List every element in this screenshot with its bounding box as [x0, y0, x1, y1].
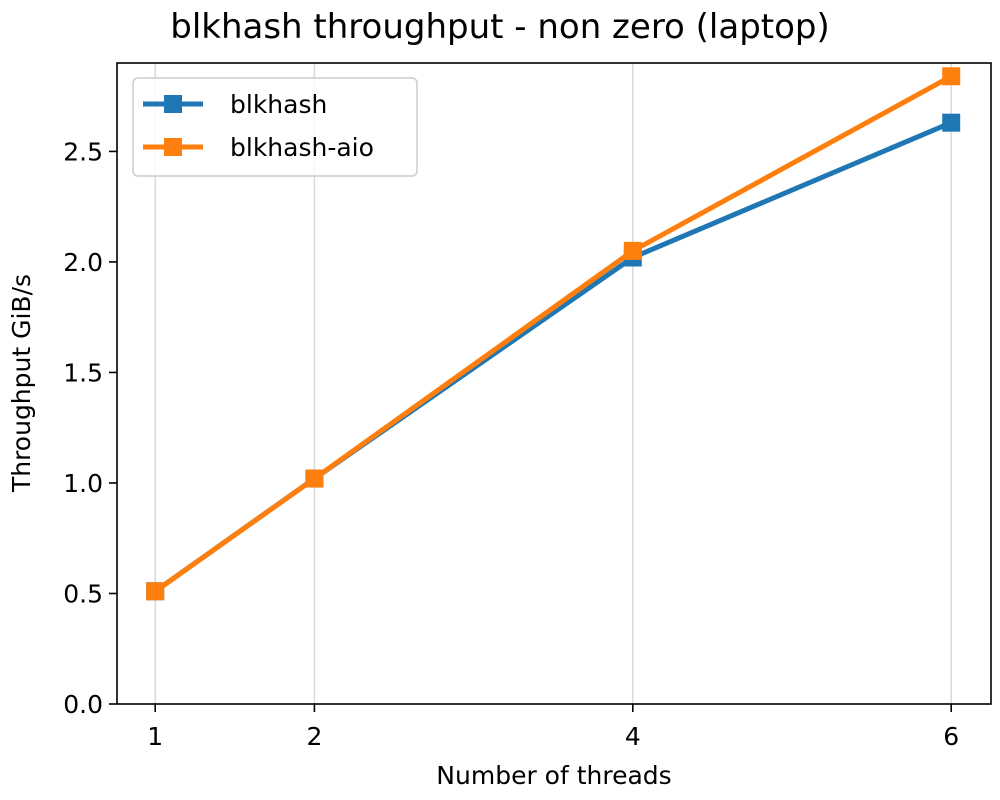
y-axis-label: Throughput GiB/s — [7, 274, 36, 493]
y-tick-label: 2.0 — [63, 248, 103, 277]
legend-label-blkhash-aio: blkhash-aio — [230, 133, 374, 162]
legend-box — [132, 77, 418, 177]
data-point-blkhash-aio — [146, 582, 165, 601]
series-line-blkhash — [153, 120, 953, 594]
y-axis-ticks: 0.0 0.5 1.0 1.5 2.0 2.5 — [63, 137, 117, 719]
x-tick-label: 4 — [625, 722, 641, 751]
data-point-blkhash — [942, 113, 961, 132]
legend-label-blkhash: blkhash — [230, 90, 327, 119]
x-axis-ticks: 1 2 4 6 — [147, 704, 959, 751]
x-tick-label: 1 — [147, 722, 163, 751]
legend-swatch-marker-blkhash — [164, 95, 182, 113]
legend-swatch-marker-blkhash-aio — [164, 138, 182, 156]
data-point-blkhash-aio — [305, 469, 324, 488]
y-tick-label: 1.0 — [63, 469, 103, 498]
data-point-blkhash-aio — [623, 241, 642, 260]
y-tick-label: 2.5 — [63, 137, 103, 166]
x-tick-label: 6 — [943, 722, 959, 751]
data-point-blkhash-aio — [942, 67, 961, 86]
legend: blkhash blkhash-aio — [132, 77, 418, 177]
x-axis-label: Number of threads — [436, 761, 671, 790]
y-tick-label: 0.0 — [63, 690, 103, 719]
series-line-blkhash-aio — [153, 74, 953, 594]
x-tick-label: 2 — [306, 722, 322, 751]
chart-title: blkhash throughput - non zero (laptop) — [170, 7, 830, 47]
plot-frame — [116, 62, 992, 705]
y-tick-label: 1.5 — [63, 358, 103, 387]
y-tick-label: 0.5 — [63, 579, 103, 608]
series-lines — [146, 67, 961, 601]
